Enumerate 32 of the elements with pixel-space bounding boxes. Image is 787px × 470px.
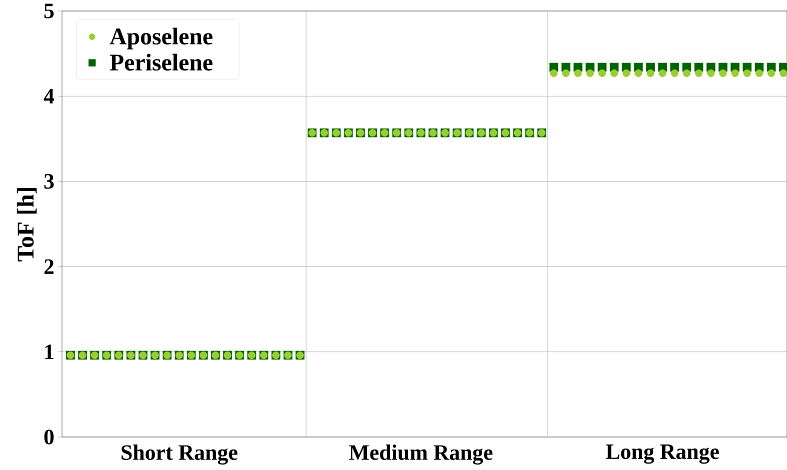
point — [695, 69, 703, 77]
point — [755, 69, 764, 77]
x-tick-label: Medium Range — [349, 444, 492, 465]
legend-label: Periselene — [110, 54, 212, 71]
point — [743, 69, 751, 77]
y-axis-title: ToF [h] — [16, 188, 37, 262]
point — [622, 69, 630, 77]
point — [646, 69, 654, 77]
y-tick-label: 4 — [44, 88, 54, 104]
y-tick-label: 2 — [44, 259, 54, 274]
y-tick-label: 0 — [44, 430, 54, 444]
point — [598, 69, 606, 77]
point — [562, 69, 570, 77]
point — [731, 69, 739, 77]
point — [658, 69, 666, 77]
y-tick-label: 1 — [45, 344, 54, 360]
y-tick-label: 5 — [44, 4, 54, 18]
point — [634, 69, 642, 77]
point — [719, 69, 727, 77]
x-tick-label: Short Range — [122, 444, 238, 465]
point — [780, 69, 787, 77]
point — [670, 69, 678, 77]
point — [574, 69, 582, 77]
x-tick-label: Long Range — [606, 444, 719, 464]
point — [768, 69, 776, 77]
y-tick-label: 3 — [44, 174, 54, 189]
point — [682, 69, 691, 77]
point — [610, 69, 618, 77]
legend-label: Aposelene — [110, 28, 212, 50]
point — [707, 69, 715, 77]
point — [586, 69, 594, 77]
point — [550, 69, 558, 77]
